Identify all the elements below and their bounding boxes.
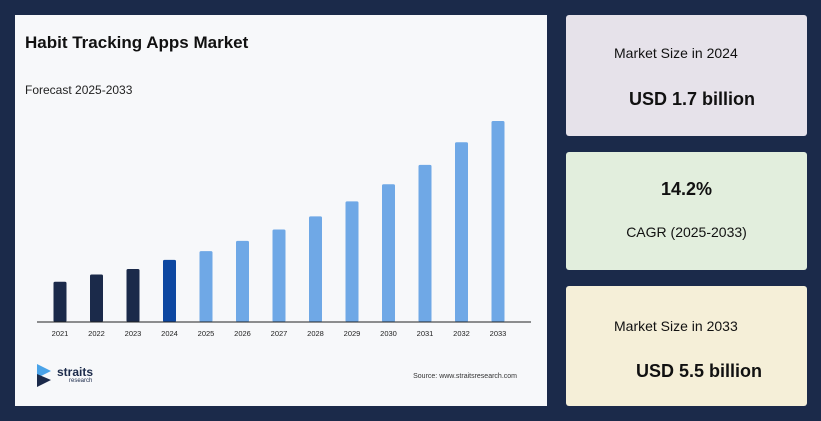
logo-sub: research	[69, 378, 93, 384]
bar-2027	[272, 229, 286, 322]
bar-2025	[199, 251, 213, 322]
x-tick-label-2022: 2022	[88, 329, 105, 338]
market-size-2033-value: USD 5.5 billion	[636, 361, 763, 381]
straits-logo: straits research	[35, 362, 93, 388]
source-note: Source: www.straitsresearch.com	[413, 373, 517, 380]
straits-logo-icon	[37, 364, 51, 387]
x-tick-label-2032: 2032	[453, 329, 470, 338]
x-tick-label-2027: 2027	[271, 329, 288, 338]
x-tick-label-2026: 2026	[234, 329, 251, 338]
x-tick-label-2029: 2029	[344, 329, 361, 338]
chart-title: Habit Tracking Apps Market	[25, 33, 249, 52]
bar-2023	[126, 269, 140, 322]
cagr-value: 14.2%	[660, 179, 713, 199]
logo-name: straits	[57, 365, 94, 379]
bar-2033	[491, 121, 505, 322]
x-tick-label-2030: 2030	[380, 329, 397, 338]
bar-2021	[53, 281, 67, 322]
x-tick-label-2025: 2025	[198, 329, 215, 338]
x-tick-label-2028: 2028	[307, 329, 324, 338]
bar-2024	[163, 259, 176, 322]
bar-2022	[90, 274, 103, 322]
market-size-2033-label: Market Size in 2033	[614, 318, 738, 334]
bar-2029	[345, 201, 359, 322]
bar-2028	[309, 216, 322, 322]
cagr-label: CAGR (2025-2033)	[626, 224, 747, 240]
market-size-2033-card: Market Size in 2033 USD 5.5 billion	[566, 286, 807, 406]
market-size-2024-label: Market Size in 2024	[614, 45, 738, 61]
bar-2026	[236, 240, 249, 322]
bar-2030	[382, 184, 395, 322]
cagr-card: 14.2% CAGR (2025-2033)	[566, 152, 807, 270]
bar-chart: 2021 2022 2023 2024 2025 2026 2027 2028 2029 2030…	[37, 121, 531, 338]
x-tick-label-2021: 2021	[52, 329, 69, 338]
chart-subtitle: Forecast 2025-2033	[25, 83, 133, 97]
bar-2031	[418, 164, 432, 322]
x-tick-label-2023: 2023	[125, 329, 142, 338]
market-size-2024-card: Market Size in 2024 USD 1.7 billion	[566, 15, 807, 136]
x-tick-label-2031: 2031	[417, 329, 434, 338]
market-size-2024-value: USD 1.7 billion	[629, 89, 756, 109]
bar-2032	[455, 142, 468, 322]
chart-panel: Habit Tracking Apps Market Forecast 2025…	[15, 15, 547, 406]
x-tick-label-2033: 2033	[490, 329, 507, 338]
x-tick-label-2024: 2024	[161, 329, 178, 338]
